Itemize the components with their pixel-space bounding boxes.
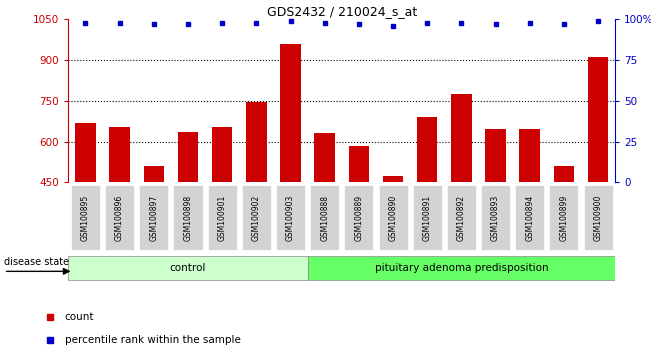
FancyBboxPatch shape xyxy=(481,185,510,250)
Text: GSM100899: GSM100899 xyxy=(559,195,568,241)
Bar xyxy=(109,127,130,304)
FancyBboxPatch shape xyxy=(307,256,615,280)
Text: GSM100891: GSM100891 xyxy=(422,195,432,241)
Text: GSM100889: GSM100889 xyxy=(354,195,363,241)
Text: GSM100895: GSM100895 xyxy=(81,195,90,241)
Bar xyxy=(178,132,198,304)
Text: percentile rank within the sample: percentile rank within the sample xyxy=(65,335,241,346)
FancyBboxPatch shape xyxy=(344,185,374,250)
Text: GSM100901: GSM100901 xyxy=(217,195,227,241)
FancyBboxPatch shape xyxy=(583,185,613,250)
Bar xyxy=(76,122,96,304)
FancyBboxPatch shape xyxy=(413,185,442,250)
Bar xyxy=(588,57,608,304)
FancyBboxPatch shape xyxy=(68,256,307,280)
Text: disease state: disease state xyxy=(4,257,69,267)
FancyBboxPatch shape xyxy=(276,185,305,250)
FancyBboxPatch shape xyxy=(242,185,271,250)
Text: GSM100894: GSM100894 xyxy=(525,195,534,241)
FancyBboxPatch shape xyxy=(208,185,237,250)
Text: GSM100890: GSM100890 xyxy=(389,195,398,241)
Title: GDS2432 / 210024_s_at: GDS2432 / 210024_s_at xyxy=(267,5,417,18)
Bar xyxy=(349,145,369,304)
Text: GSM100903: GSM100903 xyxy=(286,194,295,241)
Text: GSM100888: GSM100888 xyxy=(320,195,329,241)
Bar xyxy=(246,102,266,304)
FancyBboxPatch shape xyxy=(310,185,339,250)
Text: control: control xyxy=(170,263,206,273)
Bar xyxy=(485,129,506,304)
Text: GSM100898: GSM100898 xyxy=(184,195,193,241)
FancyBboxPatch shape xyxy=(447,185,476,250)
Bar xyxy=(553,166,574,304)
Text: GSM100900: GSM100900 xyxy=(594,194,603,241)
Text: GSM100896: GSM100896 xyxy=(115,195,124,241)
FancyBboxPatch shape xyxy=(173,185,202,250)
Bar xyxy=(314,133,335,304)
Bar xyxy=(451,94,471,304)
Text: GSM100902: GSM100902 xyxy=(252,195,261,241)
Bar xyxy=(417,117,437,304)
FancyBboxPatch shape xyxy=(139,185,169,250)
Text: GSM100897: GSM100897 xyxy=(149,195,158,241)
FancyBboxPatch shape xyxy=(515,185,544,250)
Text: pituitary adenoma predisposition: pituitary adenoma predisposition xyxy=(374,263,548,273)
Bar xyxy=(519,129,540,304)
FancyBboxPatch shape xyxy=(71,185,100,250)
FancyBboxPatch shape xyxy=(105,185,134,250)
Text: GSM100892: GSM100892 xyxy=(457,195,466,241)
Bar xyxy=(383,176,403,304)
Text: GSM100893: GSM100893 xyxy=(491,195,500,241)
Bar xyxy=(212,127,232,304)
Bar xyxy=(143,166,164,304)
Text: count: count xyxy=(65,312,94,322)
FancyBboxPatch shape xyxy=(549,185,579,250)
FancyBboxPatch shape xyxy=(378,185,408,250)
Bar xyxy=(280,44,301,304)
